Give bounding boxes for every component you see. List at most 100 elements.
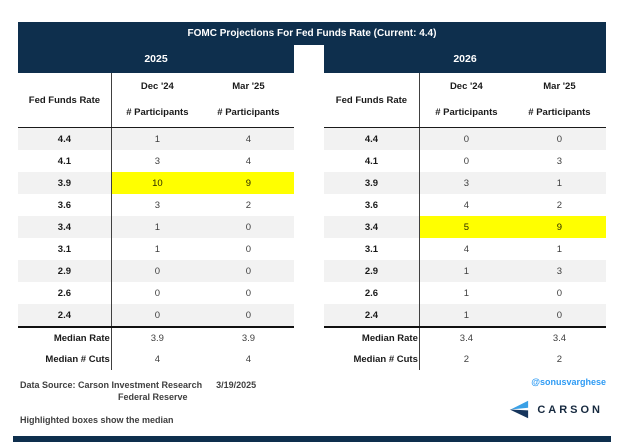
table-header: Fed Funds Rate Dec '24 # Participants Ma… xyxy=(324,73,606,128)
table-row: 4.4 1 4 xyxy=(18,128,294,150)
twitter-handle: @sonusvarghese xyxy=(531,377,606,387)
rate-column-header: Fed Funds Rate xyxy=(324,73,420,127)
table-row: 3.6 3 2 xyxy=(18,194,294,216)
median-rate-dec: 3.4 xyxy=(459,333,473,344)
mar-cell: 0 xyxy=(556,309,563,321)
table-row: 2.4 0 0 xyxy=(18,304,294,326)
rate-column-header: Fed Funds Rate xyxy=(18,73,112,127)
median-cuts-label: Median # Cuts xyxy=(324,349,420,370)
table-row: 2.6 0 0 xyxy=(18,282,294,304)
median-cuts-mar: 4 xyxy=(245,354,252,365)
dec-cell: 1 xyxy=(463,287,470,299)
median-section: Median Rate 3.9 3.9 Median # Cuts 4 4 xyxy=(18,326,294,370)
participants-label: # Participants xyxy=(217,107,280,118)
dec24-column-header: Dec '24 # Participants xyxy=(112,73,203,127)
rate-cell: 3.4 xyxy=(18,216,112,238)
mar-cell: 3 xyxy=(556,265,563,277)
dec-cell: 1 xyxy=(463,309,470,321)
data-source-line1: Data Source: Carson Investment Research 3… xyxy=(20,379,256,391)
dec-cell: 1 xyxy=(154,221,161,233)
dec24-column-header: Dec '24 # Participants xyxy=(420,73,513,127)
dec-cell: 3 xyxy=(154,155,161,167)
table-row-median-highlight: 3.4 5 9 xyxy=(324,216,606,238)
rate-cell: 3.9 xyxy=(18,172,112,194)
dec-cell: 0 xyxy=(154,287,161,299)
mar-cell: 0 xyxy=(556,287,563,299)
dec-cell-highlighted: 5 xyxy=(419,216,513,238)
rate-cell: 4.1 xyxy=(324,150,420,172)
bottom-accent-bar xyxy=(13,436,611,442)
rate-cell: 4.4 xyxy=(324,128,420,150)
table-row: 3.1 1 0 xyxy=(18,238,294,260)
year-header-2025: 2025 xyxy=(18,45,294,73)
mar-cell: 0 xyxy=(245,287,252,299)
mar-cell: 1 xyxy=(556,177,563,189)
median-cuts-label: Median # Cuts xyxy=(18,349,112,370)
mar-cell: 0 xyxy=(556,133,563,145)
rate-cell: 2.9 xyxy=(324,260,420,282)
median-cuts-mar: 2 xyxy=(556,354,563,365)
data-source: Data Source: Carson Investment Research 3… xyxy=(20,379,256,403)
dec-cell: 3 xyxy=(463,177,470,189)
participants-label: # Participants xyxy=(528,107,591,118)
table-row: 3.1 4 1 xyxy=(324,238,606,260)
rate-cell: 3.6 xyxy=(324,194,420,216)
rate-cell: 4.4 xyxy=(18,128,112,150)
dec-cell: 1 xyxy=(463,265,470,277)
dec-cell: 1 xyxy=(154,243,161,255)
year-header-gap xyxy=(294,45,324,73)
table-row-median-highlight: 3.9 10 9 xyxy=(18,172,294,194)
projection-table-2025: Fed Funds Rate Dec '24 # Participants Ma… xyxy=(18,73,294,370)
table-row: 2.6 1 0 xyxy=(324,282,606,304)
median-cuts-row: Median # Cuts 4 4 xyxy=(18,349,294,370)
median-rate-row: Median Rate 3.4 3.4 xyxy=(324,328,606,349)
year-header-2026: 2026 xyxy=(324,45,606,73)
mar-cell: 3 xyxy=(556,155,563,167)
rate-cell: 2.9 xyxy=(18,260,112,282)
median-rate-dec: 3.9 xyxy=(150,333,164,344)
projection-tables: Fed Funds Rate Dec '24 # Participants Ma… xyxy=(18,73,606,370)
median-rate-label: Median Rate xyxy=(18,328,112,349)
participants-label: # Participants xyxy=(126,107,189,118)
median-note: Highlighted boxes show the median xyxy=(20,415,174,425)
dec-cell: 0 xyxy=(463,133,470,145)
median-cuts-dec: 2 xyxy=(463,354,470,365)
table-row: 3.6 4 2 xyxy=(324,194,606,216)
mar-cell: 0 xyxy=(245,221,252,233)
rate-cell: 3.1 xyxy=(324,238,420,260)
year-header-row: 2025 2026 xyxy=(18,45,606,73)
mar-cell: 4 xyxy=(245,133,252,145)
period-label: Dec '24 xyxy=(449,81,483,92)
carson-logo: CARSON xyxy=(508,399,603,420)
rate-cell: 2.4 xyxy=(324,304,420,326)
mar-cell: 0 xyxy=(245,265,252,277)
rate-cell: 3.1 xyxy=(18,238,112,260)
mar-cell-highlighted: 9 xyxy=(512,216,606,238)
median-section: Median Rate 3.4 3.4 Median # Cuts 2 2 xyxy=(324,326,606,370)
median-rate-mar: 3.4 xyxy=(552,333,567,344)
median-cuts-dec: 4 xyxy=(154,354,161,365)
rate-cell: 3.4 xyxy=(324,216,420,238)
rate-cell: 2.4 xyxy=(18,304,112,326)
carson-logo-text: CARSON xyxy=(537,403,603,416)
carson-logo-icon xyxy=(510,400,529,419)
title-bar: FOMC Projections For Fed Funds Rate (Cur… xyxy=(18,22,606,73)
median-rate-label: Median Rate xyxy=(324,328,420,349)
chart-title: FOMC Projections For Fed Funds Rate (Cur… xyxy=(18,22,606,45)
period-label: Dec '24 xyxy=(140,81,174,92)
mar-cell: 2 xyxy=(556,199,563,211)
table-body: 4.4 0 0 4.1 0 3 3.9 3 1 3.6 4 2 xyxy=(324,128,606,326)
table-row: 3.4 1 0 xyxy=(18,216,294,238)
dec-cell: 4 xyxy=(463,199,470,211)
mar-cell: 2 xyxy=(245,199,252,211)
data-source-text: Data Source: Carson Investment Research xyxy=(20,380,203,390)
mar25-column-header: Mar '25 # Participants xyxy=(203,73,294,127)
mar-cell-highlighted: 9 xyxy=(202,172,294,194)
table-row: 2.4 1 0 xyxy=(324,304,606,326)
rate-cell: 3.6 xyxy=(18,194,112,216)
median-rate-row: Median Rate 3.9 3.9 xyxy=(18,328,294,349)
table-row: 4.1 3 4 xyxy=(18,150,294,172)
mar-cell: 0 xyxy=(245,243,252,255)
dec-cell: 1 xyxy=(154,133,161,145)
